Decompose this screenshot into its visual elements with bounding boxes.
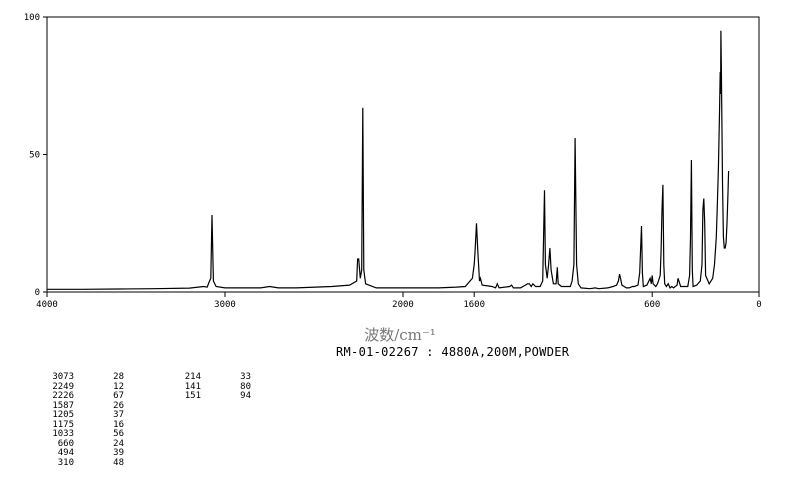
y-tick-label: 50 — [29, 151, 40, 161]
y-tick-label: 100 — [24, 13, 40, 23]
peak-table-left: 3073 28 2249 12 2226 67 1587 26 1205 37 1175 16 1033… — [44, 372, 124, 469]
peak-table-row: 1175 16 — [44, 419, 124, 431]
x-tick-label: 4000 — [36, 300, 58, 310]
peak-table-row: 494 39 — [44, 448, 124, 459]
spectrum-series-line — [47, 30, 730, 290]
peak-wavenumber: 214 — [184, 372, 201, 382]
peak-wavenumber: 2249 — [52, 381, 74, 392]
peak-table-row: 214 33 — [171, 372, 251, 383]
plot-frame — [46, 16, 760, 293]
peak-intensity: 48 — [113, 457, 124, 468]
peak-wavenumber: 3073 — [52, 372, 74, 382]
peak-intensity: 37 — [113, 410, 124, 420]
peak-intensity: 28 — [113, 372, 124, 382]
x-axis-label: 波数/cm⁻¹ — [364, 326, 436, 344]
peak-intensity: 12 — [113, 381, 124, 392]
peak-intensity: 67 — [113, 391, 124, 401]
peak-intensity: 94 — [240, 391, 251, 401]
peak-table-row: 1033 56 — [44, 429, 124, 440]
peak-wavenumber: 141 — [184, 381, 201, 392]
peak-intensity: 16 — [113, 419, 124, 430]
peak-intensity: 80 — [240, 381, 251, 392]
peak-table-row: 1587 26 — [44, 400, 124, 412]
peak-table-row: 151 94 — [171, 391, 251, 402]
peak-wavenumber: 310 — [57, 457, 74, 468]
peak-intensity: 26 — [113, 400, 124, 411]
peak-wavenumber: 1587 — [52, 400, 74, 411]
x-tick-label: 2000 — [392, 300, 414, 310]
peak-table-row: 2226 67 — [44, 391, 124, 402]
peak-table-row: 1205 37 — [44, 410, 124, 421]
peak-table-right: 214 33 141 80 151 94 — [171, 372, 251, 402]
peak-wavenumber: 151 — [184, 391, 201, 401]
peak-intensity: 33 — [240, 372, 251, 382]
chart-axes — [46, 16, 760, 293]
peak-wavenumber: 1205 — [52, 410, 74, 420]
peak-table-row: 2249 12 — [44, 381, 124, 393]
spectrum-chart: 4000 3000 2000 1600 600 0 0 50 100 — [24, 13, 762, 310]
y-tick-label: 0 — [35, 288, 40, 298]
x-tick-label: 1600 — [463, 300, 485, 310]
peak-intensity: 56 — [113, 429, 124, 439]
peak-wavenumber: 1175 — [52, 419, 74, 430]
peak-intensity: 39 — [113, 448, 124, 458]
peak-wavenumber: 494 — [57, 448, 74, 458]
x-tick-label: 600 — [644, 300, 660, 310]
peak-table-row: 3073 28 — [44, 372, 124, 383]
peak-table-row: 660 24 — [44, 438, 124, 450]
peak-wavenumber: 660 — [57, 438, 74, 449]
x-tick-label: 0 — [756, 300, 761, 310]
sample-subtitle: RM-01-02267 : 4880A,200M,POWDER — [336, 345, 570, 359]
chart-ticks: 4000 3000 2000 1600 600 0 0 50 100 — [24, 13, 762, 310]
peak-table-row: 141 80 — [171, 381, 251, 393]
peak-wavenumber: 1033 — [52, 429, 74, 439]
peak-wavenumber: 2226 — [52, 391, 74, 401]
x-tick-label: 3000 — [214, 300, 236, 310]
peak-table-row: 310 48 — [44, 457, 124, 469]
plot-area — [47, 30, 730, 290]
peak-intensity: 24 — [113, 438, 124, 449]
